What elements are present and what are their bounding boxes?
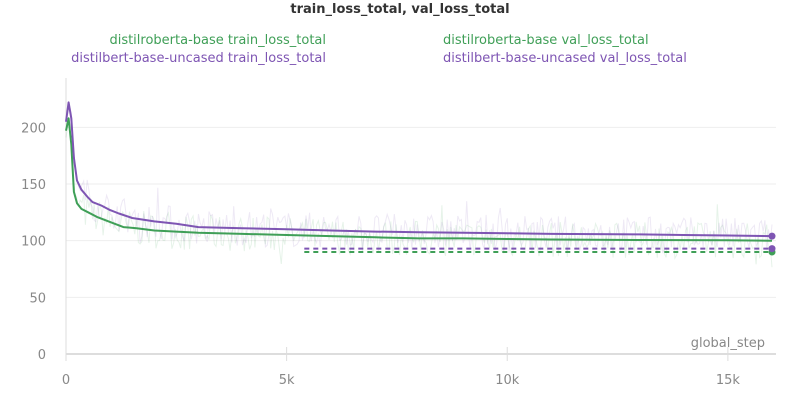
raw-loss-traces bbox=[65, 105, 773, 268]
series-lines bbox=[65, 101, 773, 253]
raw-trace-1 bbox=[65, 105, 773, 254]
legend-entry-bert-val: distilbert-base-uncased val_loss_total bbox=[443, 51, 687, 66]
legend-entry-bert-train: distilbert-base-uncased train_loss_total bbox=[71, 51, 326, 66]
x-tick-label: 15k bbox=[716, 373, 741, 388]
series-line-1 bbox=[65, 101, 773, 238]
legend-entry-roberta-val: distilroberta-base val_loss_total bbox=[443, 33, 649, 48]
x-tick-label: 10k bbox=[495, 373, 520, 388]
gridlines bbox=[66, 126, 776, 298]
series-end-marker-1 bbox=[768, 232, 776, 240]
x-axis-title: global_step bbox=[691, 336, 765, 351]
y-tick-label: 0 bbox=[38, 348, 46, 363]
chart-title: train_loss_total, val_loss_total bbox=[290, 2, 509, 17]
x-tick-label: 5k bbox=[279, 373, 295, 388]
y-tick-label: 100 bbox=[21, 235, 46, 250]
x-tick-label: 0 bbox=[62, 373, 70, 388]
y-tick-label: 150 bbox=[21, 178, 46, 193]
series-end-marker-3 bbox=[768, 245, 776, 253]
raw-trace-0 bbox=[65, 122, 773, 268]
y-tick-label: 200 bbox=[21, 121, 46, 136]
series-line-0 bbox=[65, 117, 773, 242]
legend-entry-roberta-train: distilroberta-base train_loss_total bbox=[109, 33, 326, 48]
tick-labels: 0 50 100 150 200 0 5k 10k 15k bbox=[21, 121, 740, 388]
series-end-markers bbox=[768, 232, 776, 256]
axes bbox=[65, 78, 776, 361]
y-tick-label: 50 bbox=[29, 291, 46, 306]
